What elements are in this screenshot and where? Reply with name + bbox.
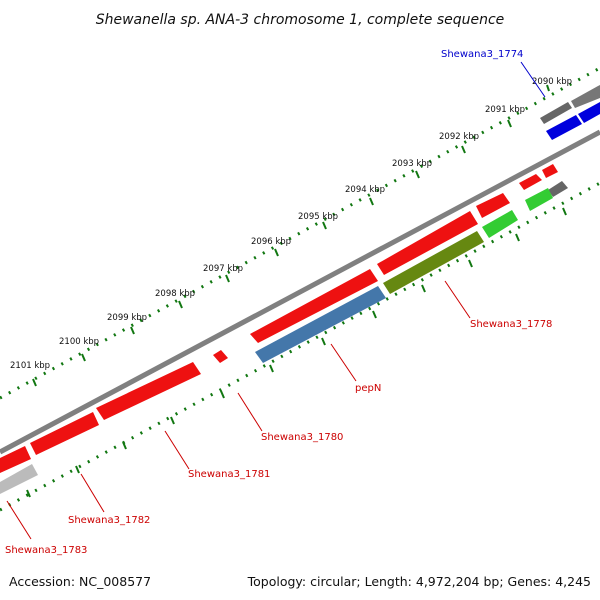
- tick-label: 2096 kbp: [251, 237, 291, 247]
- gene-feature[interactable]: [0, 464, 38, 494]
- gene-feature[interactable]: [213, 350, 228, 363]
- gene-feature[interactable]: [525, 188, 553, 211]
- tick-label: 2093 kbp: [392, 159, 432, 169]
- gene-feature[interactable]: [542, 164, 558, 178]
- gene-feature[interactable]: [250, 269, 378, 343]
- tick-label: 2091 kbp: [485, 105, 525, 115]
- forward-strand-genes: [0, 85, 600, 473]
- tick-label: 2092 kbp: [439, 132, 479, 142]
- gene-feature[interactable]: [546, 115, 582, 140]
- gene-label-pepn[interactable]: pepN: [355, 383, 381, 394]
- label-leaders: [6, 61, 546, 540]
- inner-dotted-scale: [0, 181, 600, 512]
- gene-feature[interactable]: [578, 102, 600, 123]
- tick-label: 2097 kbp: [203, 264, 243, 274]
- gene-label-shewana3-1774[interactable]: Shewana3_1774: [441, 49, 523, 60]
- gene-feature[interactable]: [482, 210, 518, 238]
- gene-label-shewana3-1782[interactable]: Shewana3_1782: [68, 515, 150, 526]
- inner-ruler: [0, 181, 600, 512]
- gene-feature[interactable]: [0, 446, 31, 473]
- reverse-strand-genes: [0, 102, 600, 494]
- accession-text: Accession: NC_008577: [9, 574, 151, 589]
- gene-feature[interactable]: [540, 102, 572, 124]
- topology-summary: Topology: circular; Length: 4,972,204 bp…: [247, 574, 591, 589]
- tick-label: 2090 kbp: [532, 77, 572, 87]
- tick-labels: 2090 kbp 2091 kbp 2092 kbp 2093 kbp 2094…: [10, 77, 572, 371]
- gene-feature[interactable]: [476, 193, 510, 218]
- gene-feature[interactable]: [30, 412, 99, 455]
- outer-ruler: 2090 kbp 2091 kbp 2092 kbp 2093 kbp 2094…: [0, 66, 600, 400]
- gene-feature[interactable]: [383, 231, 484, 294]
- tick-label: 2099 kbp: [107, 313, 147, 323]
- chromosome-backbone: [0, 129, 600, 455]
- major-ticks: [32, 84, 550, 387]
- gene-feature[interactable]: [519, 174, 542, 190]
- tick-label: 2100 kbp: [59, 337, 99, 347]
- tick-label: 2101 kbp: [10, 361, 50, 371]
- outer-dotted-scale: [0, 66, 600, 400]
- gene-feature[interactable]: [255, 286, 386, 363]
- gene-feature[interactable]: [96, 362, 201, 420]
- map-title: Shewanella sp. ANA-3 chromosome 1, compl…: [96, 12, 505, 28]
- inner-major-ticks: [26, 207, 567, 498]
- tick-label: 2098 kbp: [155, 289, 195, 299]
- gene-label-shewana3-1778[interactable]: Shewana3_1778: [470, 319, 552, 330]
- gene-label-shewana3-1783[interactable]: Shewana3_1783: [5, 545, 87, 556]
- gene-feature[interactable]: [377, 211, 478, 275]
- tick-label: 2094 kbp: [345, 185, 385, 195]
- gene-feature[interactable]: [548, 181, 568, 197]
- tick-label: 2095 kbp: [298, 212, 338, 222]
- gene-labels: Shewana3_1774 Shewana3_1778 pepN Shewana…: [5, 49, 552, 556]
- gene-feature[interactable]: [571, 85, 600, 108]
- gene-label-shewana3-1780[interactable]: Shewana3_1780: [261, 432, 343, 443]
- gene-label-shewana3-1781[interactable]: Shewana3_1781: [188, 469, 270, 480]
